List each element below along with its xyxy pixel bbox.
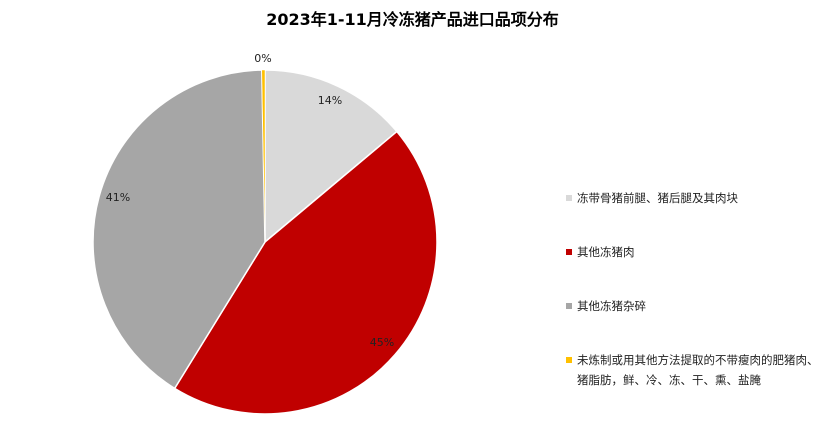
data-label: 14% — [318, 94, 342, 107]
legend-label: 未炼制或用其他方法提取的不带瘦肉的肥猪肉、猪脂肪，鲜、冷、冻、干、熏、盐腌 — [577, 353, 819, 387]
chart-title: 2023年1-11月冷冻猪产品进口品项分布 — [266, 10, 559, 29]
pie-slice — [173, 130, 438, 415]
data-label: 0% — [254, 52, 271, 65]
legend-item: 未炼制或用其他方法提取的不带瘦肉的肥猪肉、猪脂肪，鲜、冷、冻、干、熏、盐腌 — [566, 350, 822, 390]
legend-item: 其他冻猪杂碎 — [566, 296, 646, 316]
legend-swatch — [566, 248, 572, 255]
legend-swatch — [566, 194, 572, 201]
legend-item: 冻带骨猪前腿、猪后腿及其肉块 — [566, 188, 738, 208]
pie-slice — [92, 69, 266, 390]
legend-label: 其他冻猪肉 — [577, 245, 635, 259]
legend-label: 其他冻猪杂碎 — [577, 299, 646, 313]
legend-label: 冻带骨猪前腿、猪后腿及其肉块 — [577, 191, 738, 205]
data-label: 45% — [370, 336, 394, 349]
legend-swatch — [566, 302, 572, 309]
pie-slice — [264, 69, 398, 244]
data-label: 41% — [106, 191, 130, 204]
legend-item: 其他冻猪肉 — [566, 242, 635, 262]
legend-swatch — [566, 356, 572, 363]
pie-slice — [261, 69, 266, 243]
